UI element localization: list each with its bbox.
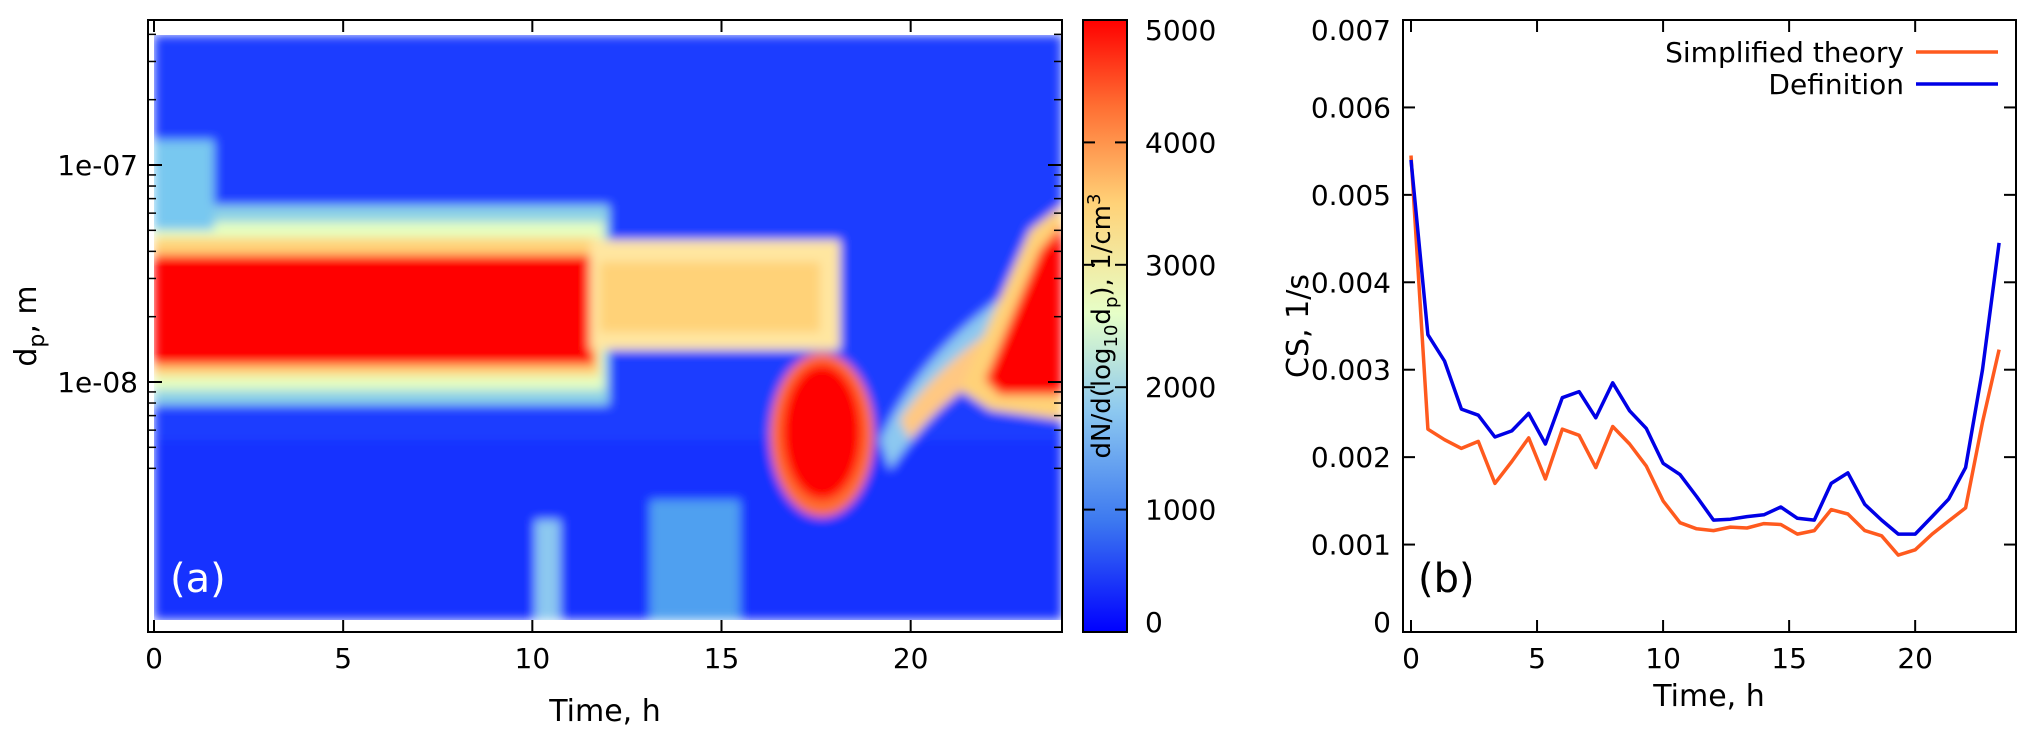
line-chart-x-axis-label: Time, h xyxy=(1652,679,1765,714)
line-chart-series xyxy=(1409,155,2001,557)
line-chart-y-tick-label: 0 xyxy=(1373,606,1391,639)
line-chart-x-ticks: 0 5 10 15 20 xyxy=(1402,20,1933,675)
heatmap-x-tick-label: 5 xyxy=(334,642,352,675)
colorbar-tick-label: 0 xyxy=(1145,606,1163,639)
colorbar-tick-label: 3000 xyxy=(1145,249,1216,282)
heatmap-y-ticks: 1e-07 1e-08 xyxy=(57,33,1062,470)
line-chart-x-tick-label: 20 xyxy=(1897,642,1933,675)
colorbar-label: dN/d(log10dp), 1/cm3 xyxy=(1084,194,1122,459)
colorbar-tick-label: 5000 xyxy=(1145,14,1216,47)
heatmap-x-ticks: 0 5 10 15 20 xyxy=(145,20,928,675)
legend-label: Definition xyxy=(1768,68,1904,101)
line-chart-y-ticks: 0 0.001 0.002 0.003 0.004 0.005 0.006 0.007 xyxy=(1311,14,2016,639)
line-chart-y-axis-label: CS, 1/s xyxy=(1281,274,1316,378)
colorbar-gradient xyxy=(1082,19,1128,633)
heatmap-frame xyxy=(147,19,1063,633)
heatmap-x-tick-label: 0 xyxy=(145,642,163,675)
heatmap-image xyxy=(148,20,1062,632)
line-chart-y-tick-label: 0.002 xyxy=(1311,441,1391,474)
line-chart-panel: 0 5 10 15 20 0 0.001 0.002 0.003 0.004 0.005 0.006… xyxy=(1281,14,2017,714)
heatmap-y-tick-label: 1e-07 xyxy=(57,149,138,182)
colorbar: 0 1000 2000 3000 4000 5000 dN/d(log10dp), 1/c… xyxy=(1082,14,1216,639)
line-chart-x-tick-label: 5 xyxy=(1528,642,1546,675)
line-chart-y-tick-label: 0.007 xyxy=(1311,14,1391,47)
line-chart-y-tick-label: 0.005 xyxy=(1311,179,1391,212)
colorbar-tick-label: 2000 xyxy=(1145,371,1216,404)
line-chart-y-tick-label: 0.006 xyxy=(1311,91,1391,124)
colorbar-tick-label: 1000 xyxy=(1145,494,1216,527)
heatmap-x-tick-label: 15 xyxy=(704,642,740,675)
heatmap-panel: 0 5 10 15 20 1e-07 1e-08 Time, h dp, m (a) xyxy=(9,19,1063,729)
line-chart-x-tick-label: 10 xyxy=(1645,642,1681,675)
line-chart-y-tick-label: 0.001 xyxy=(1311,529,1391,562)
line-chart-y-tick-label: 0.004 xyxy=(1311,266,1391,299)
heatmap-y-tick-label: 1e-08 xyxy=(57,366,138,399)
heatmap-x-axis-label: Time, h xyxy=(548,694,661,729)
line-chart-x-tick-label: 15 xyxy=(1771,642,1807,675)
series-line-definition xyxy=(1409,159,2001,536)
heatmap-panel-label: (a) xyxy=(170,556,226,602)
heatmap-y-axis-label: dp, m xyxy=(9,285,50,366)
heatmap-x-tick-label: 20 xyxy=(893,642,929,675)
colorbar-tick-label: 4000 xyxy=(1145,126,1216,159)
line-chart-panel-label: (b) xyxy=(1418,556,1475,602)
colorbar-ticks: 0 1000 2000 3000 4000 5000 xyxy=(1083,14,1216,639)
legend-label: Simplified theory xyxy=(1665,36,1904,69)
line-chart-x-tick-label: 0 xyxy=(1402,642,1420,675)
series-line-simplified-theory xyxy=(1409,155,2001,557)
heatmap-x-tick-label: 10 xyxy=(515,642,551,675)
line-chart-y-tick-label: 0.003 xyxy=(1311,354,1391,387)
